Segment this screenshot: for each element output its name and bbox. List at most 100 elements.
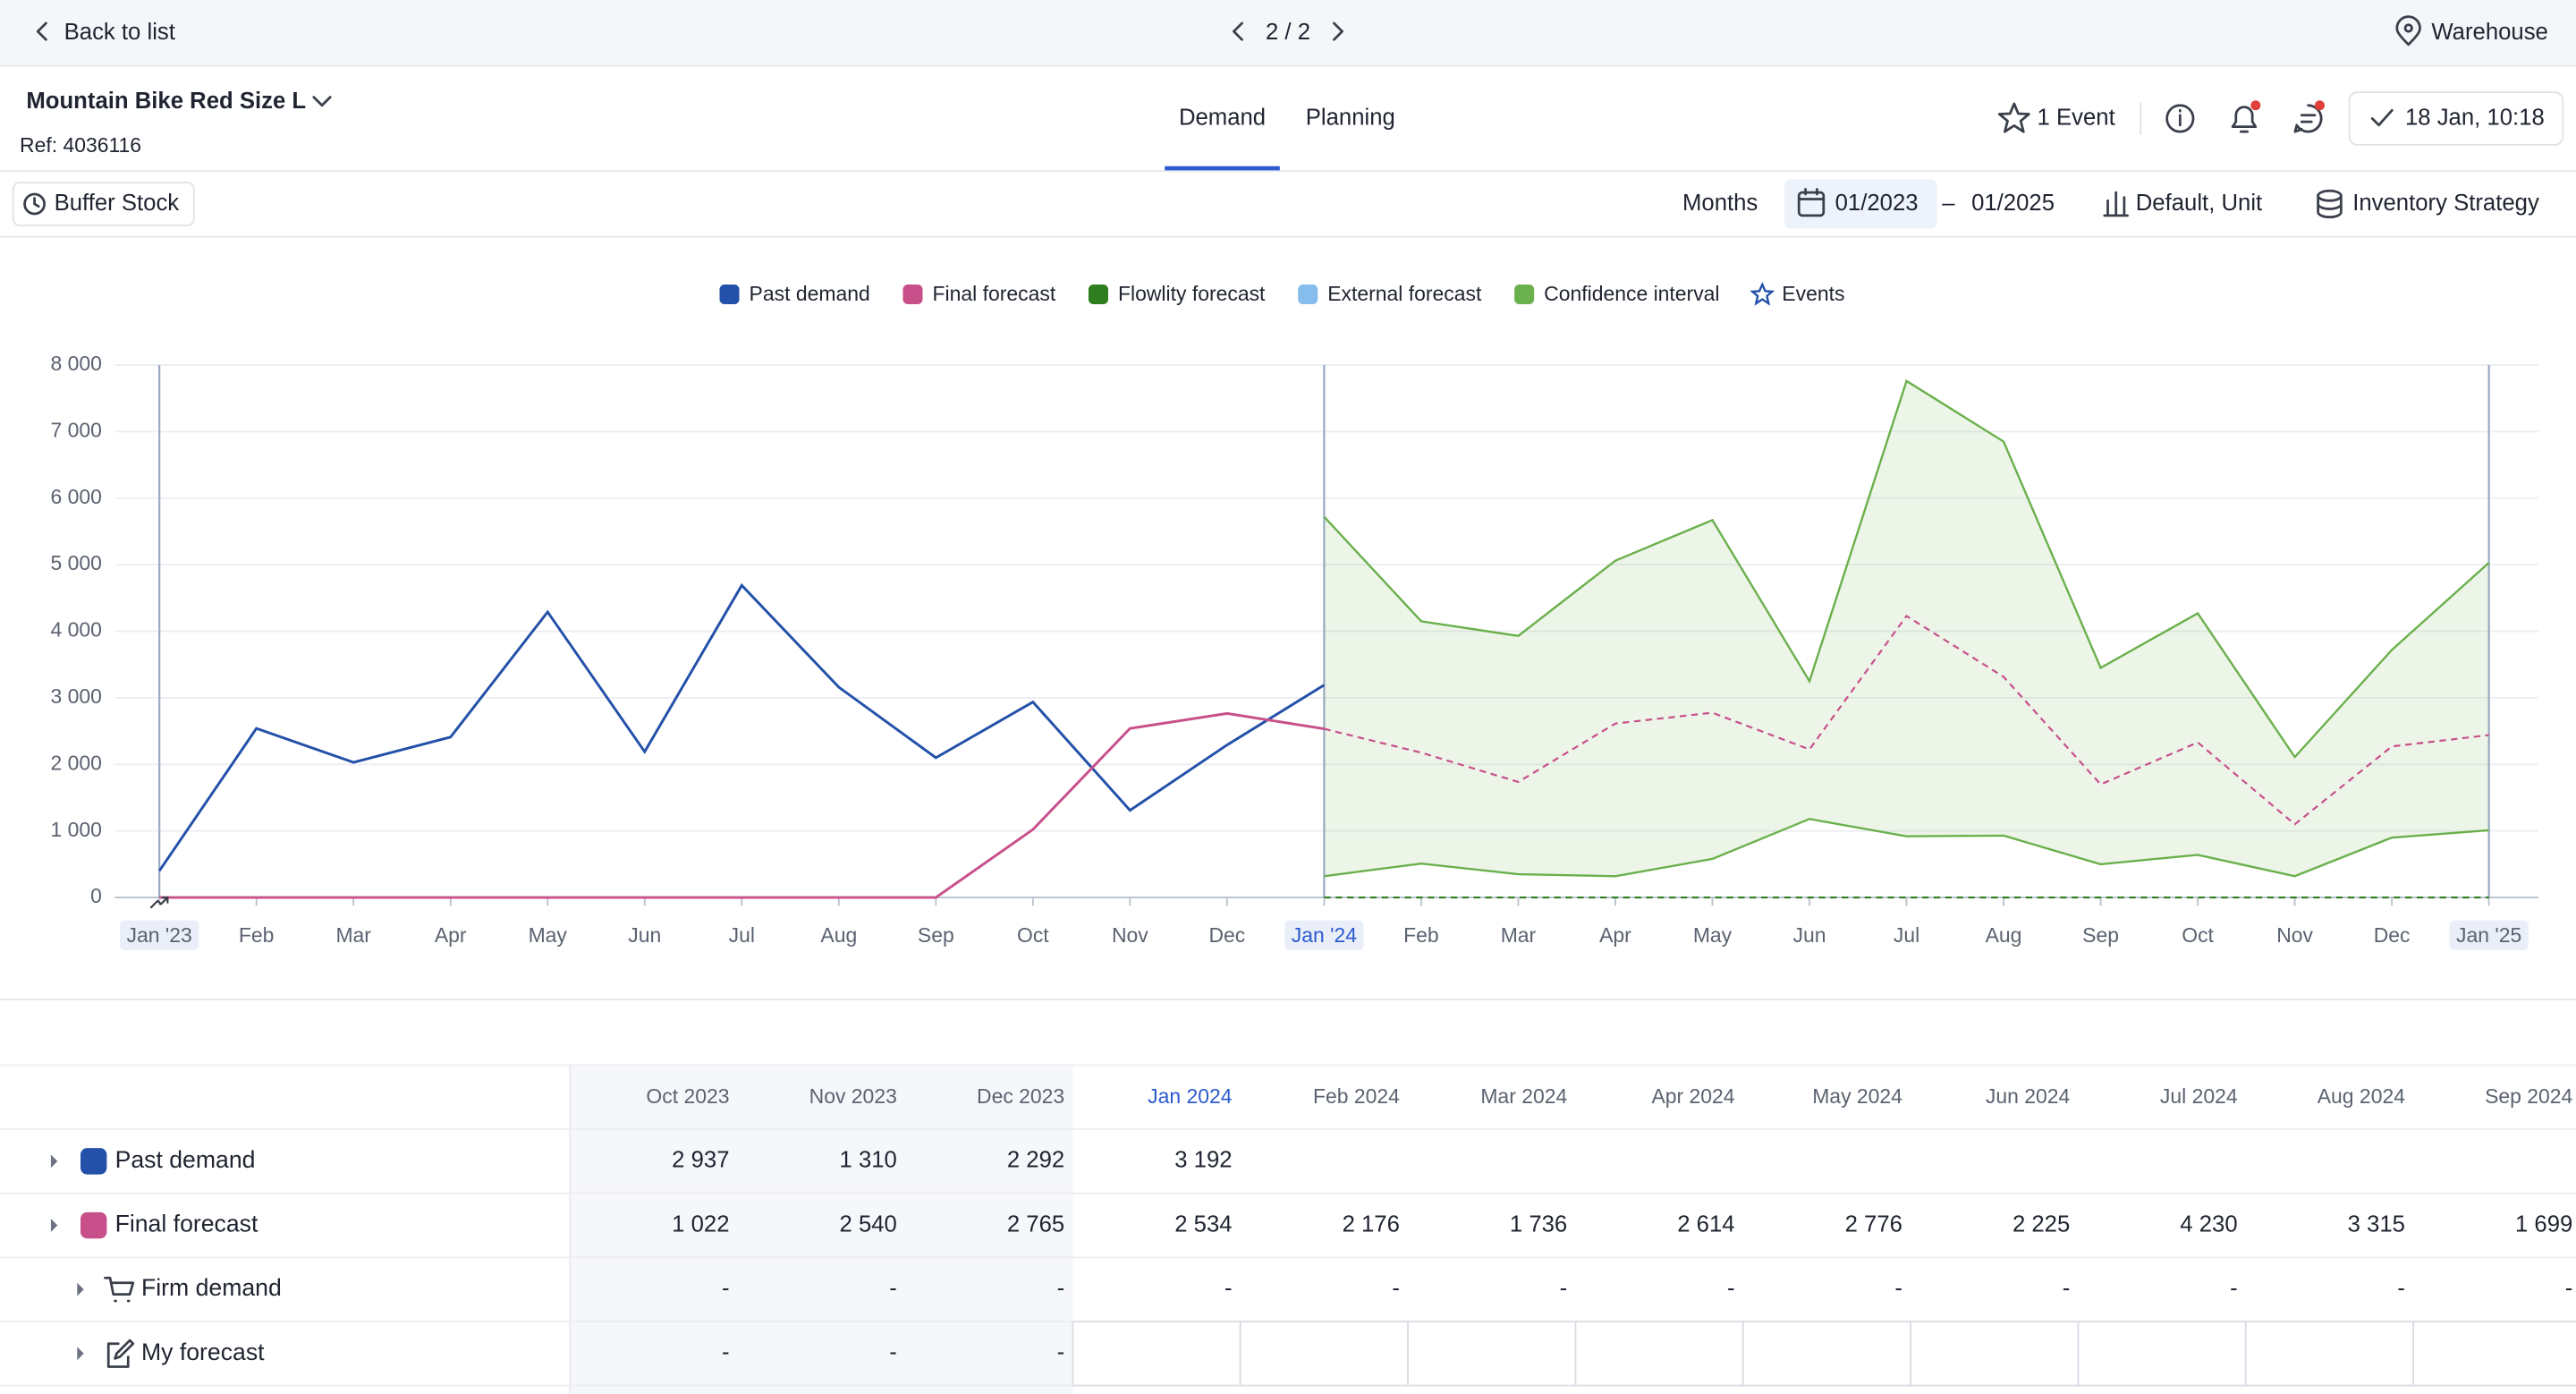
input-cell[interactable]: [1910, 1321, 2080, 1387]
series-line: [157, 582, 1326, 872]
legend-swatch: [902, 284, 923, 305]
star-icon: [1997, 102, 2030, 133]
column-header: Aug 2024: [2318, 1084, 2405, 1108]
location-icon: [2395, 15, 2421, 47]
input-cell[interactable]: [2412, 1321, 2576, 1387]
status-button[interactable]: [2348, 91, 2564, 146]
series-line: [1324, 614, 2489, 826]
bell-icon[interactable]: [2231, 106, 2258, 133]
cell: -: [1224, 1276, 1233, 1301]
location[interactable]: Warehouse: [2431, 20, 2548, 45]
input-cell[interactable]: [1574, 1321, 1744, 1387]
tab[interactable]: Demand: [1179, 105, 1266, 130]
input-cell[interactable]: [1239, 1321, 1410, 1387]
column-header: May 2024: [1812, 1084, 1902, 1108]
x-tick-label: Jul: [1894, 923, 1919, 947]
cell: -: [889, 1340, 897, 1365]
legend-swatch: [1088, 284, 1108, 305]
column-header: Jun 2024: [1986, 1084, 2071, 1108]
strategy[interactable]: Inventory Strategy: [2352, 191, 2539, 216]
cell: 1 022: [672, 1211, 729, 1237]
column-header: Jan 2024: [1148, 1084, 1233, 1108]
tab[interactable]: Planning: [1306, 105, 1395, 130]
x-tick-label: Apr: [1599, 923, 1631, 947]
column-header: Jul 2024: [2160, 1084, 2238, 1108]
db-icon: [2317, 189, 2343, 202]
table: Oct 2023 Nov 2023 Dec 2023 Jan 2024 Feb 2024…: [0, 1064, 2576, 1394]
cell: -: [889, 1276, 897, 1301]
cell: -: [2565, 1276, 2573, 1301]
column-header: Feb 2024: [1313, 1084, 1400, 1108]
db-icon: [2317, 194, 2343, 219]
edit-icon: [106, 1339, 135, 1368]
cell: -: [2230, 1276, 2238, 1301]
cell: -: [1894, 1276, 1902, 1301]
cart-icon: [104, 1276, 135, 1303]
input-cell[interactable]: [2077, 1321, 2247, 1387]
row-label: Final forecast: [115, 1211, 258, 1237]
prev-icon[interactable]: [1233, 21, 1243, 41]
next-icon[interactable]: [1333, 21, 1343, 41]
cell: 1 699: [2515, 1211, 2572, 1237]
row-swatch: [80, 1211, 107, 1239]
info-icon[interactable]: [2165, 104, 2195, 133]
x-tick-label: Jul: [729, 923, 755, 947]
x-label-bg: [120, 920, 199, 950]
x-tick-label: Jan '24: [1292, 923, 1357, 947]
cell: -: [1392, 1276, 1400, 1301]
date-from-box[interactable]: [1784, 179, 1937, 229]
input-cell[interactable]: [1072, 1321, 1241, 1387]
unit[interactable]: Default, Unit: [2136, 191, 2262, 216]
x-tick-label: May: [1693, 923, 1733, 947]
cell: 2 176: [1343, 1211, 1400, 1237]
legend-swatch: [719, 284, 740, 305]
y-tick-label: 8 000: [50, 352, 101, 375]
badge: [2314, 100, 2325, 111]
date-from[interactable]: 01/2023: [1835, 191, 1919, 216]
buffer-button[interactable]: [12, 182, 195, 226]
expand-caret: [50, 1219, 58, 1232]
cell: -: [1057, 1340, 1065, 1365]
x-tick-label: Dec: [1208, 923, 1245, 947]
back-link[interactable]: Back to list: [64, 20, 175, 45]
input-cell[interactable]: [2244, 1321, 2415, 1387]
cell: -: [722, 1340, 730, 1365]
cell: 1 310: [840, 1148, 897, 1173]
input-cell[interactable]: [1741, 1321, 1912, 1387]
confidence-lower: [1324, 818, 2489, 878]
series-line: [159, 711, 1325, 899]
y-tick-label: 1 000: [50, 818, 101, 841]
check-icon: [2370, 108, 2394, 127]
x-tick-label: Jan '25: [2456, 923, 2521, 947]
y-tick-label: 7 000: [50, 418, 101, 441]
tab-underline: [1165, 166, 1280, 172]
cell: -: [2397, 1276, 2405, 1301]
chart-icon: [2103, 191, 2129, 217]
column-header: Nov 2023: [809, 1084, 897, 1108]
cell: -: [722, 1276, 730, 1301]
cell: 4 230: [2180, 1211, 2237, 1237]
clock-icon: [23, 192, 46, 216]
cell: -: [2063, 1276, 2071, 1301]
dropdown-icon[interactable]: [312, 96, 332, 107]
y-tick-label: 5 000: [50, 551, 101, 574]
chart: Past demand Final forecast Flowlity foreca…: [50, 282, 2538, 950]
input-cell[interactable]: [1407, 1321, 1577, 1387]
x-tick-label: Mar: [335, 923, 371, 947]
x-tick-label: Dec: [2374, 923, 2411, 947]
back-icon[interactable]: [36, 21, 47, 41]
calendar-icon: [1797, 188, 1826, 200]
period[interactable]: Months: [1682, 191, 1758, 216]
cell: 1 736: [1510, 1211, 1567, 1237]
expand-caret: [77, 1282, 84, 1296]
x-tick-label: Nov: [2276, 923, 2313, 947]
date-to[interactable]: 01/2025: [1971, 191, 2055, 216]
y-tick-label: 3 000: [50, 684, 101, 708]
top-bar: [0, 0, 2576, 66]
y-tick-label: 6 000: [50, 485, 101, 508]
status: 18 Jan, 10:18: [2405, 105, 2545, 130]
product-title[interactable]: Mountain Bike Red Size L: [26, 89, 306, 114]
events-button[interactable]: 1 Event: [2038, 105, 2115, 130]
x-tick-label: Feb: [1403, 923, 1439, 947]
